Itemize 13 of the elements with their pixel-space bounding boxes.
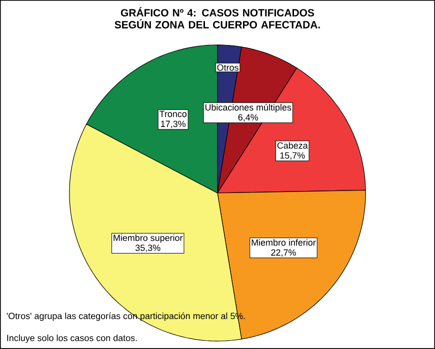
- data-label: 17,3%: [161, 120, 186, 128]
- slice-label: Tronco: [160, 110, 187, 118]
- slice-label: Miembro inferior: [252, 239, 316, 246]
- slice-label: Cabeza: [277, 142, 308, 149]
- data-label: 15,7%: [280, 152, 305, 160]
- data-label: 22,7%: [271, 249, 296, 257]
- slice-label: Ubicaciones múltiples: [205, 104, 292, 112]
- slice-label: Miembro superior: [114, 234, 183, 243]
- data-label: 35,3%: [135, 244, 160, 252]
- chart-title: GRÁFICO Nº 4: CASOS NOTIFICADOS SEGÚN ZONA DEL CUERPO AFECTADA.: [114, 7, 320, 28]
- slice-label: Otros: [217, 64, 238, 71]
- text: Incluye solo los casos con datos.: [7, 334, 137, 343]
- data-label: 6,4%: [238, 114, 258, 122]
